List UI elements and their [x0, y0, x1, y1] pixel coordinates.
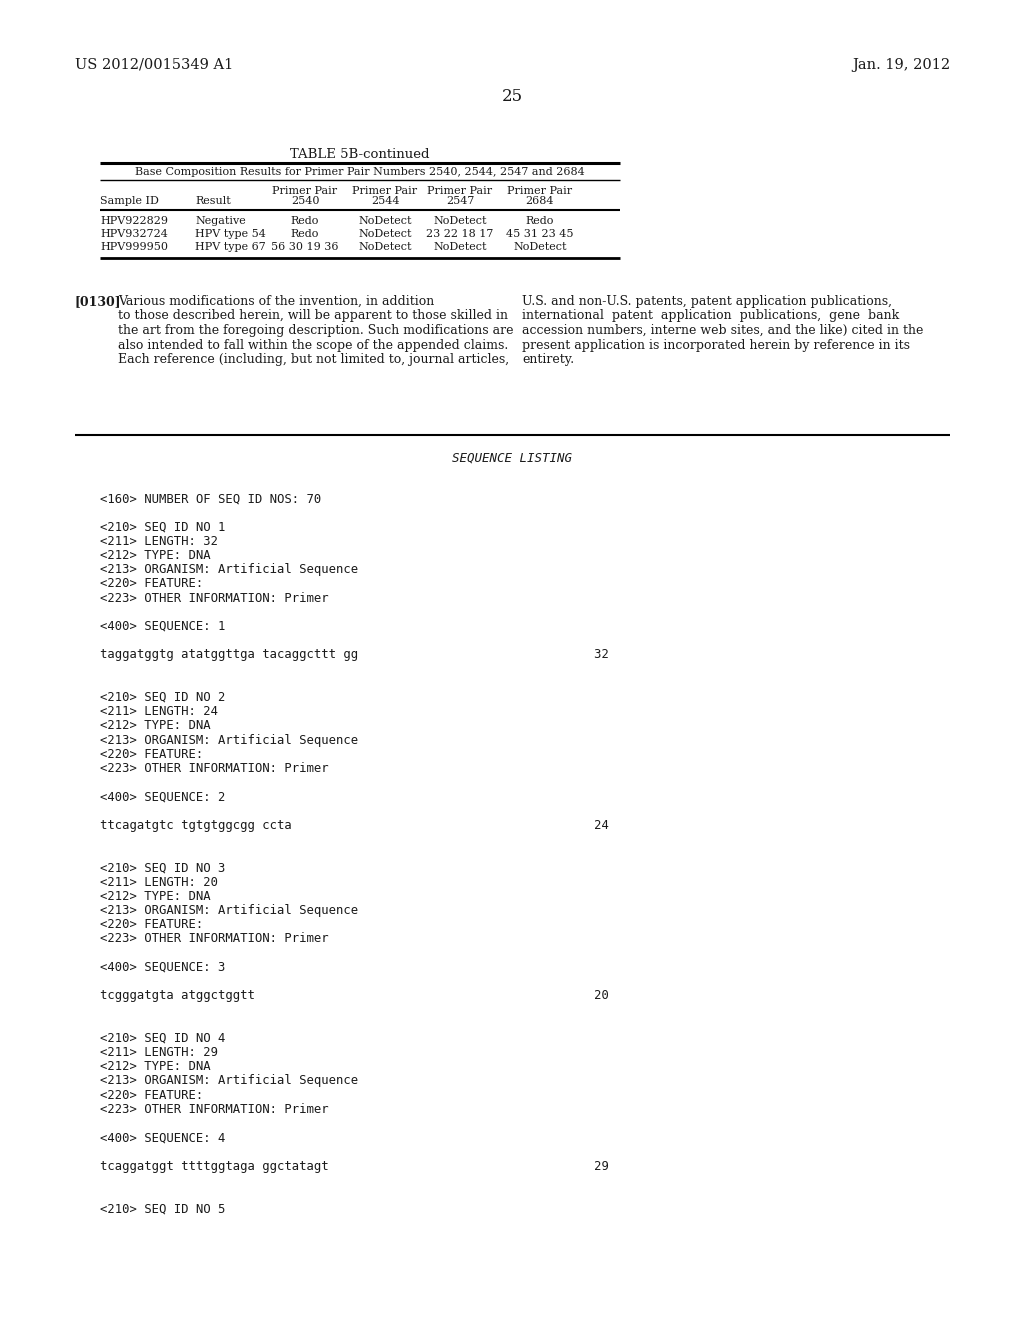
Text: also intended to fall within the scope of the appended claims.: also intended to fall within the scope o… [118, 338, 508, 351]
Text: Jan. 19, 2012: Jan. 19, 2012 [852, 58, 950, 73]
Text: 2684: 2684 [525, 195, 554, 206]
Text: <213> ORGANISM: Artificial Sequence: <213> ORGANISM: Artificial Sequence [100, 1074, 358, 1088]
Text: <211> LENGTH: 24: <211> LENGTH: 24 [100, 705, 218, 718]
Text: 25: 25 [502, 88, 522, 106]
Text: taggatggtg atatggttga tacaggcttt gg                                32: taggatggtg atatggttga tacaggcttt gg 32 [100, 648, 609, 661]
Text: <210> SEQ ID NO 1: <210> SEQ ID NO 1 [100, 520, 225, 533]
Text: HPV type 54: HPV type 54 [195, 228, 266, 239]
Text: Base Composition Results for Primer Pair Numbers 2540, 2544, 2547 and 2684: Base Composition Results for Primer Pair… [135, 168, 585, 177]
Text: international  patent  application  publications,  gene  bank: international patent application publica… [522, 309, 899, 322]
Text: <223> OTHER INFORMATION: Primer: <223> OTHER INFORMATION: Primer [100, 932, 329, 945]
Text: <400> SEQUENCE: 4: <400> SEQUENCE: 4 [100, 1131, 225, 1144]
Text: <213> ORGANISM: Artificial Sequence: <213> ORGANISM: Artificial Sequence [100, 904, 358, 917]
Text: <213> ORGANISM: Artificial Sequence: <213> ORGANISM: Artificial Sequence [100, 564, 358, 577]
Text: Redo: Redo [291, 228, 319, 239]
Text: Negative: Negative [195, 216, 246, 226]
Text: <212> TYPE: DNA: <212> TYPE: DNA [100, 890, 211, 903]
Text: NoDetect: NoDetect [433, 242, 486, 252]
Text: Result: Result [195, 195, 230, 206]
Text: U.S. and non-U.S. patents, patent application publications,: U.S. and non-U.S. patents, patent applic… [522, 294, 892, 308]
Text: Redo: Redo [291, 216, 319, 226]
Text: NoDetect: NoDetect [358, 216, 412, 226]
Text: tcgggatgta atggctggtt                                              20: tcgggatgta atggctggtt 20 [100, 989, 609, 1002]
Text: <400> SEQUENCE: 3: <400> SEQUENCE: 3 [100, 961, 225, 974]
Text: HPV type 67: HPV type 67 [195, 242, 266, 252]
Text: <223> OTHER INFORMATION: Primer: <223> OTHER INFORMATION: Primer [100, 591, 329, 605]
Text: HPV932724: HPV932724 [100, 228, 168, 239]
Text: NoDetect: NoDetect [433, 216, 486, 226]
Text: 2547: 2547 [445, 195, 474, 206]
Text: tcaggatggt ttttggtaga ggctatagt                                    29: tcaggatggt ttttggtaga ggctatagt 29 [100, 1159, 609, 1172]
Text: ttcagatgtc tgtgtggcgg ccta                                         24: ttcagatgtc tgtgtggcgg ccta 24 [100, 818, 609, 832]
Text: <213> ORGANISM: Artificial Sequence: <213> ORGANISM: Artificial Sequence [100, 734, 358, 747]
Text: <212> TYPE: DNA: <212> TYPE: DNA [100, 719, 211, 733]
Text: <223> OTHER INFORMATION: Primer: <223> OTHER INFORMATION: Primer [100, 762, 329, 775]
Text: [0130]: [0130] [75, 294, 122, 308]
Text: 23 22 18 17: 23 22 18 17 [426, 228, 494, 239]
Text: present application is incorporated herein by reference in its: present application is incorporated here… [522, 338, 910, 351]
Text: 45 31 23 45: 45 31 23 45 [506, 228, 573, 239]
Text: <220> FEATURE:: <220> FEATURE: [100, 1089, 203, 1102]
Text: 2544: 2544 [371, 195, 399, 206]
Text: <212> TYPE: DNA: <212> TYPE: DNA [100, 549, 211, 562]
Text: <220> FEATURE:: <220> FEATURE: [100, 577, 203, 590]
Text: HPV922829: HPV922829 [100, 216, 168, 226]
Text: <220> FEATURE:: <220> FEATURE: [100, 919, 203, 931]
Text: <211> LENGTH: 20: <211> LENGTH: 20 [100, 875, 218, 888]
Text: <212> TYPE: DNA: <212> TYPE: DNA [100, 1060, 211, 1073]
Text: Each reference (including, but not limited to, journal articles,: Each reference (including, but not limit… [118, 352, 509, 366]
Text: NoDetect: NoDetect [513, 242, 566, 252]
Text: TABLE 5B-continued: TABLE 5B-continued [290, 148, 430, 161]
Text: Various modifications of the invention, in addition: Various modifications of the invention, … [118, 294, 434, 308]
Text: SEQUENCE LISTING: SEQUENCE LISTING [452, 451, 572, 465]
Text: <211> LENGTH: 29: <211> LENGTH: 29 [100, 1045, 218, 1059]
Text: to those described herein, will be apparent to those skilled in: to those described herein, will be appar… [118, 309, 508, 322]
Text: HPV999950: HPV999950 [100, 242, 168, 252]
Text: Primer Pair: Primer Pair [272, 186, 338, 195]
Text: entirety.: entirety. [522, 352, 574, 366]
Text: the art from the foregoing description. Such modifications are: the art from the foregoing description. … [118, 323, 513, 337]
Text: <210> SEQ ID NO 4: <210> SEQ ID NO 4 [100, 1032, 225, 1045]
Text: <210> SEQ ID NO 3: <210> SEQ ID NO 3 [100, 862, 225, 874]
Text: Primer Pair: Primer Pair [352, 186, 418, 195]
Text: accession numbers, interne web sites, and the like) cited in the: accession numbers, interne web sites, an… [522, 323, 924, 337]
Text: US 2012/0015349 A1: US 2012/0015349 A1 [75, 58, 233, 73]
Text: <210> SEQ ID NO 5: <210> SEQ ID NO 5 [100, 1203, 225, 1216]
Text: <400> SEQUENCE: 2: <400> SEQUENCE: 2 [100, 791, 225, 804]
Text: NoDetect: NoDetect [358, 242, 412, 252]
Text: 56 30 19 36: 56 30 19 36 [271, 242, 339, 252]
Text: <210> SEQ ID NO 2: <210> SEQ ID NO 2 [100, 690, 225, 704]
Text: 2540: 2540 [291, 195, 319, 206]
Text: <400> SEQUENCE: 1: <400> SEQUENCE: 1 [100, 620, 225, 634]
Text: Primer Pair: Primer Pair [508, 186, 572, 195]
Text: <223> OTHER INFORMATION: Primer: <223> OTHER INFORMATION: Primer [100, 1102, 329, 1115]
Text: <160> NUMBER OF SEQ ID NOS: 70: <160> NUMBER OF SEQ ID NOS: 70 [100, 492, 322, 506]
Text: Primer Pair: Primer Pair [427, 186, 493, 195]
Text: Sample ID: Sample ID [100, 195, 159, 206]
Text: <220> FEATURE:: <220> FEATURE: [100, 748, 203, 760]
Text: <211> LENGTH: 32: <211> LENGTH: 32 [100, 535, 218, 548]
Text: NoDetect: NoDetect [358, 228, 412, 239]
Text: Redo: Redo [525, 216, 554, 226]
